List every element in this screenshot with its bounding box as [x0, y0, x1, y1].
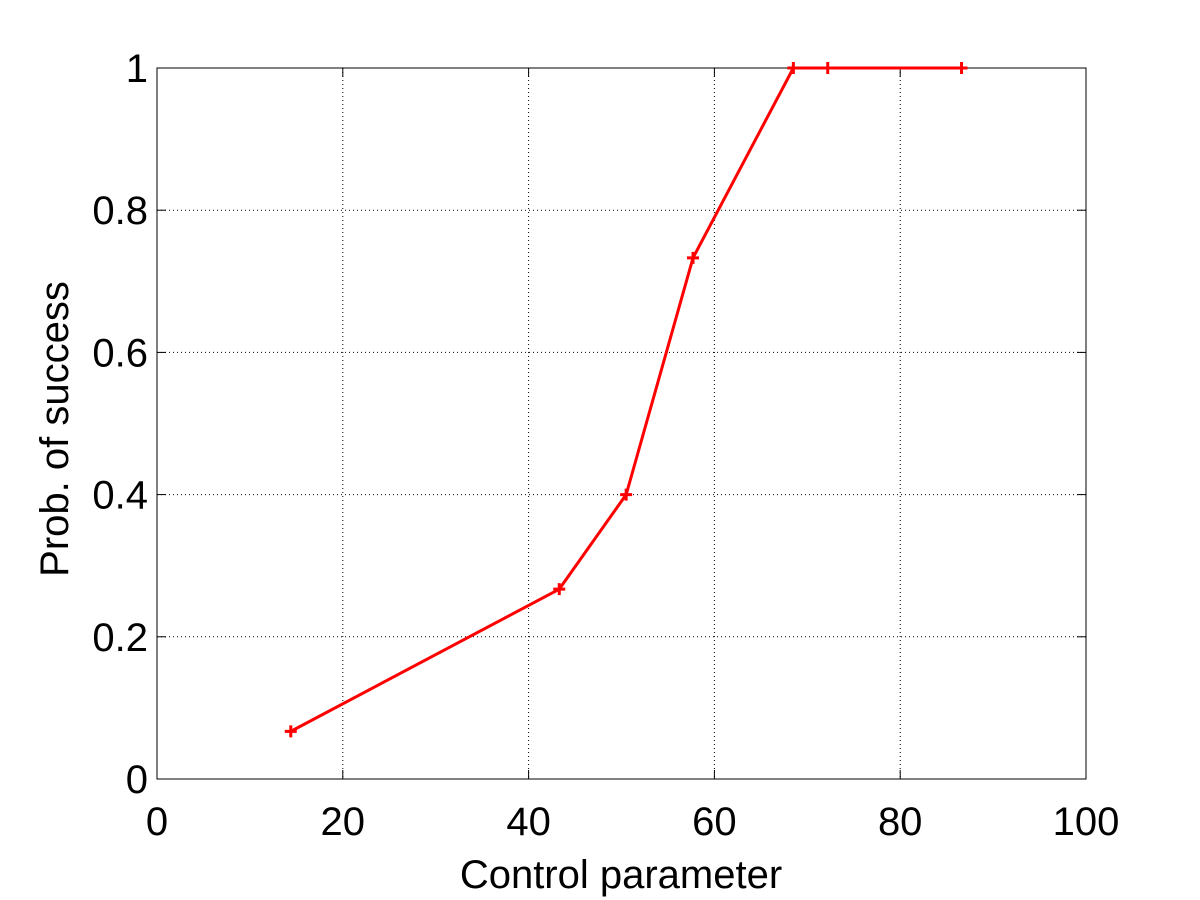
y-axis-title: Prob. of success: [33, 281, 77, 577]
data-point-marker: [687, 251, 700, 264]
tick-marks: [156, 67, 1087, 780]
y-tick-label: 0.6: [92, 331, 148, 375]
y-tick-label: 0.2: [92, 616, 148, 660]
x-tick-label: 40: [506, 800, 551, 844]
y-tick-label: 0: [126, 758, 148, 802]
x-tick-label: 0: [146, 800, 168, 844]
x-axis-tick-labels: 0 20 40 60 80 100: [146, 800, 1120, 844]
y-axis-tick-labels: 0 0.2 0.4 0.6 0.8 1: [92, 47, 148, 802]
data-point-marker: [955, 62, 968, 74]
x-tick-label: 100: [1053, 800, 1120, 844]
x-tick-label: 20: [321, 800, 366, 844]
x-tick-label: 60: [692, 800, 737, 844]
x-axis-title: Control parameter: [460, 853, 782, 897]
data-point-marker: [553, 583, 566, 596]
y-tick-label: 1: [126, 47, 148, 91]
y-tick-label: 0.8: [92, 189, 148, 233]
data-point-marker: [787, 62, 800, 74]
x-tick-label: 80: [878, 800, 923, 844]
data-point-marker: [821, 62, 834, 74]
data-point-marker: [284, 725, 297, 738]
data-series: [284, 62, 968, 738]
y-tick-label: 0.4: [92, 474, 148, 518]
plot-area-frame: [156, 67, 1087, 780]
data-point-marker: [620, 488, 633, 501]
